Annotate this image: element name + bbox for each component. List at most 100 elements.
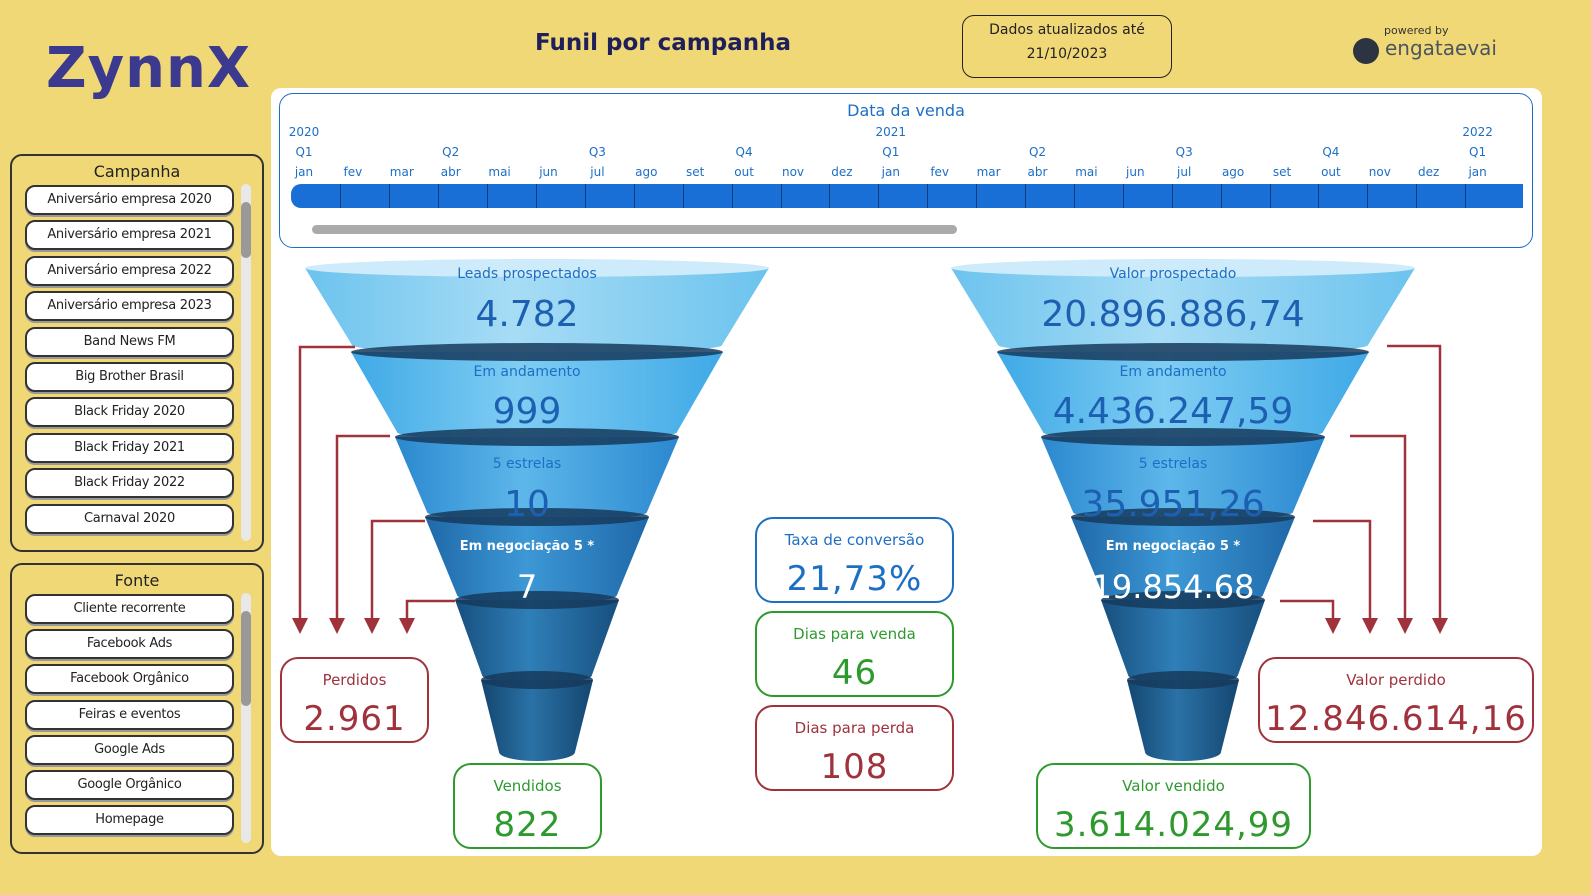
slicer-item[interactable]: Google Ads: [25, 734, 234, 765]
timeline-divider: [682, 184, 684, 208]
timeline-month: jun: [539, 165, 558, 179]
funnel-tier-top: [1041, 428, 1325, 446]
timeline-month: nov: [781, 165, 805, 179]
kpi-box: Dias para venda 46: [755, 611, 954, 697]
timeline-divider: [780, 184, 782, 208]
level-label: Em negociação 5 *: [1106, 539, 1241, 554]
level-value: 7: [517, 568, 537, 606]
funnel-tier-top: [481, 671, 593, 689]
funnel-tier: [481, 680, 593, 761]
slicer-item[interactable]: Carnaval 2020: [25, 503, 234, 534]
slicer-item[interactable]: Black Friday 2020: [25, 397, 234, 428]
level-value: 4.782: [475, 294, 578, 335]
slicer-item[interactable]: Facebook Ads: [25, 629, 234, 660]
kpi-box: Taxa de conversão 21,73%: [755, 517, 954, 603]
timeline-divider: [584, 184, 586, 208]
kpi-label: Dias para venda: [793, 625, 916, 643]
funnel-tier-top: [1127, 671, 1239, 689]
timeline-divider: [731, 184, 733, 208]
timeline-month: fev: [343, 165, 363, 179]
kpi-label: Taxa de conversão: [784, 531, 925, 549]
timeline-divider: [1220, 184, 1222, 208]
timeline-month: mar: [976, 165, 1001, 179]
slicer-item[interactable]: Aniversário empresa 2021: [25, 220, 234, 251]
slicer-item[interactable]: Aniversário empresa 2020: [25, 185, 234, 215]
slicer-item[interactable]: Black Friday 2021: [25, 432, 234, 463]
funnel-tier-top: [997, 343, 1369, 361]
powered-by: powered by: [1384, 24, 1449, 37]
sold-box: Valor vendido 3.614.024,99: [1036, 763, 1311, 849]
timeline-divider: [878, 184, 880, 208]
level-value: 20.896.886,74: [1041, 294, 1304, 335]
brand: engataevai: [1385, 36, 1497, 60]
timeline-month: jul: [1177, 165, 1192, 179]
scrollbar[interactable]: [241, 184, 251, 541]
level-value: 999: [493, 391, 562, 432]
slicer-item[interactable]: Aniversário empresa 2022: [25, 255, 234, 286]
logo: ZynnX: [46, 36, 252, 101]
sold-value: 3.614.024,99: [1053, 805, 1294, 845]
arrows: [298, 344, 1442, 620]
timeline-month: dez: [831, 165, 853, 179]
lost-label: Valor perdido: [1346, 671, 1446, 689]
funnel-tier-top: [395, 428, 679, 446]
slicer-item[interactable]: Black Friday 2022: [25, 468, 234, 499]
timeline-scrollbar[interactable]: [312, 225, 957, 234]
arrow: [298, 345, 355, 620]
lost-label: Perdidos: [322, 671, 387, 689]
lost-value: 12.846.614,16: [1265, 699, 1527, 739]
campanha-slicer: Campanha Aniversário empresa 2020 Anivers…: [10, 154, 264, 552]
timeline-month: out: [734, 165, 754, 179]
arrow: [1387, 344, 1442, 620]
fonte-slicer: Fonte Cliente recorrente Facebook Ads Face…: [10, 563, 264, 854]
slicer-title: Fonte: [114, 571, 160, 590]
level-label: Em andamento: [1119, 364, 1226, 380]
timeline-month: ago: [1221, 165, 1245, 179]
funnel-tier-top: [455, 591, 619, 609]
level-label: Valor prospectado: [1110, 266, 1237, 282]
slicer-item[interactable]: Feiras e eventos: [25, 699, 234, 730]
funnel-tier: [951, 268, 1415, 354]
slicer-item[interactable]: Homepage: [25, 805, 234, 836]
timeline-month: mar: [389, 165, 414, 179]
funnel-tier-top: [305, 259, 769, 277]
level-value: 10: [504, 484, 550, 525]
lost-box: Perdidos 2.961: [280, 657, 429, 743]
timeline-divider: [633, 184, 635, 208]
funnel-tier: [1127, 680, 1239, 761]
timeline-bar[interactable]: [291, 184, 1523, 208]
scrollbar[interactable]: [241, 593, 251, 843]
timeline-month: set: [686, 165, 705, 179]
timeline-month: jan: [1468, 165, 1487, 179]
slicer-item[interactable]: Big Brother Brasil: [25, 362, 234, 392]
sold-value: 822: [493, 805, 562, 845]
timeline-quarter: Q1: [882, 145, 900, 159]
kpi-box: Dias para perda 108: [755, 705, 954, 791]
slicer-item[interactable]: Google Orgânico: [25, 770, 234, 800]
timeline-month: ago: [635, 165, 658, 179]
slicer-item[interactable]: Facebook Orgânico: [25, 664, 234, 695]
level-label: 5 estrelas: [1139, 456, 1208, 472]
level-value: 19.854.68: [1092, 568, 1255, 606]
timeline-divider: [389, 184, 391, 208]
timeline-month: mai: [488, 165, 511, 179]
timeline-divider: [1073, 184, 1075, 208]
timeline-divider: [438, 184, 440, 208]
timeline-month: abr: [1027, 165, 1048, 179]
timeline-title: Data da venda: [847, 101, 965, 120]
funnel-tier: [997, 352, 1369, 441]
slicer-item[interactable]: Band News FM: [25, 326, 234, 357]
slicer-item[interactable]: Aniversário empresa 2023: [25, 291, 234, 322]
arrow: [1280, 599, 1335, 620]
brand-icon: [1353, 38, 1379, 64]
arrow: [405, 599, 455, 620]
timeline-month: nov: [1368, 165, 1391, 179]
timeline-divider: [1367, 184, 1369, 208]
arrow: [1350, 434, 1407, 620]
funnel-tier-top: [351, 343, 723, 361]
funnel-tier: [455, 600, 619, 684]
arrow: [335, 434, 390, 620]
timeline-quarter: Q4: [1322, 145, 1340, 159]
slicer-item[interactable]: Cliente recorrente: [25, 594, 234, 624]
